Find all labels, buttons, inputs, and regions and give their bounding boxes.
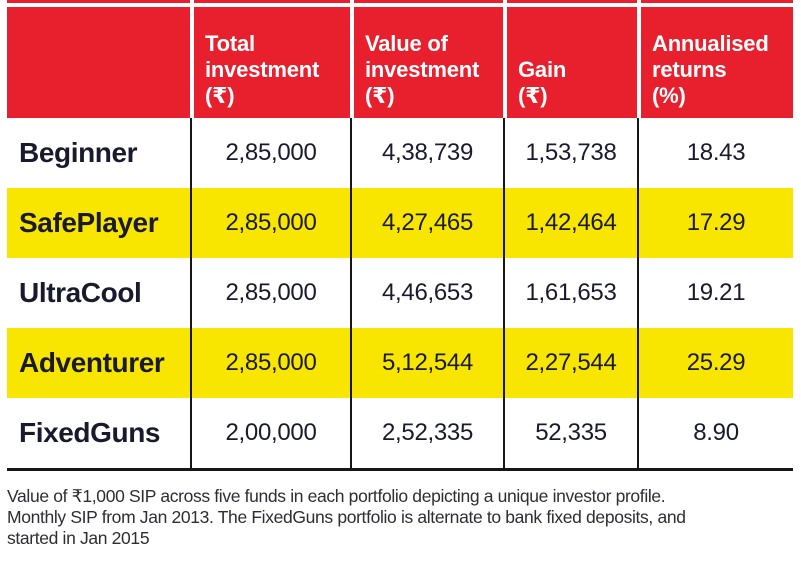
cell-value-of-investment: 5,12,544 — [350, 328, 503, 398]
cell-total-investment: 2,85,000 — [190, 328, 350, 398]
header-cell-annualised-returns: Annualised returns (%) — [637, 0, 793, 118]
cell-annualised-returns: 18.43 — [637, 118, 793, 188]
cell-gain: 2,27,544 — [503, 328, 637, 398]
header-line: Value of — [365, 31, 448, 56]
header-cell-value-of-investment: Value of investment (₹) — [350, 0, 503, 118]
cell-value-of-investment: 4,46,653 — [350, 258, 503, 328]
cell-total-investment: 2,00,000 — [190, 398, 350, 468]
cell-total-investment: 2,85,000 — [190, 188, 350, 258]
cell-value-of-investment: 4,38,739 — [350, 118, 503, 188]
row-label: FixedGuns — [19, 417, 161, 448]
table-bottom-rule — [7, 468, 793, 471]
cell-annualised-returns: 19.21 — [637, 258, 793, 328]
table-row-safeplayer: SafePlayer 2,85,000 4,27,465 1,42,464 17… — [7, 188, 793, 258]
header-line: investment — [205, 57, 320, 82]
table-row-beginner: Beginner 2,85,000 4,38,739 1,53,738 18.4… — [7, 118, 793, 188]
row-label: UltraCool — [19, 277, 142, 308]
cell-value-of-investment: 2,52,335 — [350, 398, 503, 468]
cell-annualised-returns: 8.90 — [637, 398, 793, 468]
table-header-row: Total investment (₹) Value of investment… — [7, 0, 793, 118]
cell-value-of-investment: 4,27,465 — [350, 188, 503, 258]
row-label: Adventurer — [19, 347, 165, 378]
table-row-fixedguns: FixedGuns 2,00,000 2,52,335 52,335 8.90 — [7, 398, 793, 468]
cell-total-investment: 2,85,000 — [190, 118, 350, 188]
header-cell-total-investment: Total investment (₹) — [190, 0, 350, 118]
cell-gain: 52,335 — [503, 398, 637, 468]
cell-annualised-returns: 17.29 — [637, 188, 793, 258]
footnote-line: started in Jan 2015 — [7, 528, 150, 548]
cell-total-investment: 2,85,000 — [190, 258, 350, 328]
table-row-ultracool: UltraCool 2,85,000 4,46,653 1,61,653 19.… — [7, 258, 793, 328]
header-cell-portfolio — [7, 0, 190, 118]
row-label: SafePlayer — [19, 207, 159, 238]
header-line: Annualised — [652, 31, 769, 56]
header-line: (₹) — [205, 83, 235, 108]
header-cell-gain: Gain (₹) — [503, 0, 637, 118]
cell-gain: 1,42,464 — [503, 188, 637, 258]
table-row-adventurer: Adventurer 2,85,000 5,12,544 2,27,544 25… — [7, 328, 793, 398]
header-line: (₹) — [518, 83, 548, 108]
cell-annualised-returns: 25.29 — [637, 328, 793, 398]
header-line: Gain — [518, 57, 567, 82]
cell-gain: 1,61,653 — [503, 258, 637, 328]
footnote-line: Value of ₹1,000 SIP across five funds in… — [7, 486, 666, 506]
header-line: returns — [652, 57, 727, 82]
investment-table: Total investment (₹) Value of investment… — [7, 0, 793, 471]
header-line: investment — [365, 57, 480, 82]
cell-gain: 1,53,738 — [503, 118, 637, 188]
header-line: (%) — [652, 83, 686, 108]
row-label: Beginner — [19, 137, 138, 168]
header-line: (₹) — [365, 83, 395, 108]
table-footnote: Value of ₹1,000 SIP across five funds in… — [7, 486, 787, 549]
header-line: Total — [205, 31, 255, 56]
footnote-line: Monthly SIP from Jan 2013. The FixedGuns… — [7, 507, 686, 527]
